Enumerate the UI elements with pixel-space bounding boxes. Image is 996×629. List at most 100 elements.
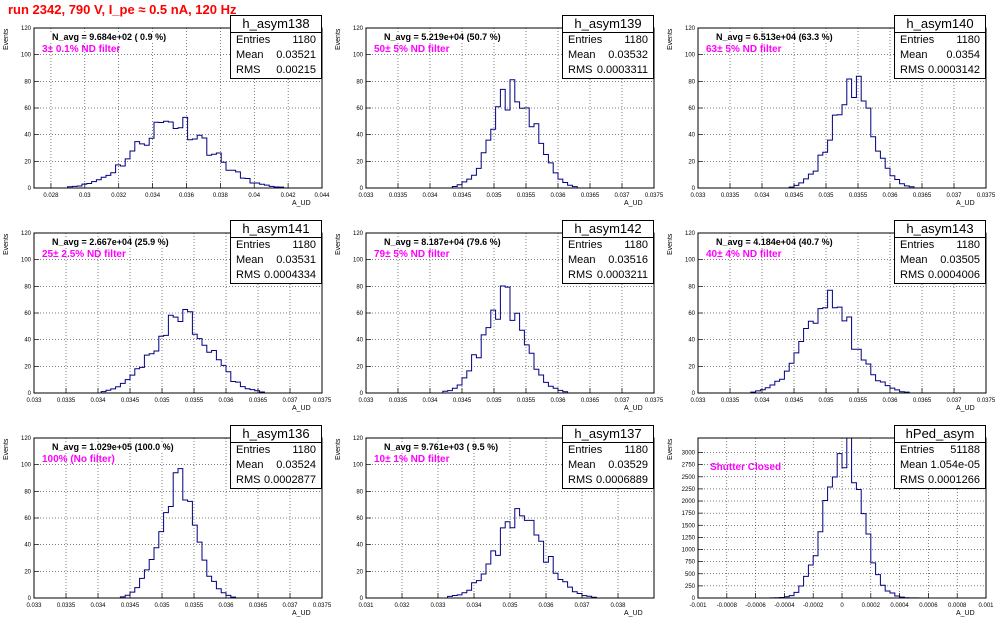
y-tick-label: 60 [24, 311, 31, 317]
x-tick-label: 0.033 [26, 398, 42, 404]
x-tick-label: 0.042 [281, 193, 297, 199]
x-tick-label: 0.034 [754, 398, 770, 404]
histogram-name: h_asym139 [563, 16, 653, 33]
x-tick-label: 0.0375 [977, 193, 996, 199]
stats-row: Entries 1180 [895, 33, 985, 48]
stats-key: Entries [900, 34, 935, 46]
stats-key: Mean [568, 254, 596, 266]
histogram-panel: 0.033 0.0335 0.034 0.0345 0.035 0.0355 0.036 0.… [664, 219, 996, 424]
y-tick-label: 750 [685, 560, 696, 566]
x-tick-label: 0.036 [550, 193, 566, 199]
y-tick-label: 80 [24, 489, 31, 495]
stats-key: Mean [236, 459, 264, 471]
x-tick-label: 0.038 [213, 193, 229, 199]
histogram-line [34, 309, 322, 394]
y-tick-label: 120 [21, 231, 32, 237]
stats-value: 0.0003142 [928, 64, 980, 76]
y-tick-label: 120 [685, 231, 696, 237]
x-tick-label: 0.037 [282, 603, 298, 609]
stats-box: h_asym141 Entries 1180 Mean 0.03531 RMS 0.0004… [230, 220, 322, 284]
stats-value: 1180 [956, 239, 980, 251]
y-tick-label: 40 [24, 543, 31, 549]
x-tick-label: 0.0365 [249, 398, 268, 404]
x-tick-label: 0.0365 [581, 398, 600, 404]
x-tick-label: 0.036 [179, 193, 195, 199]
x-tick-label: 0.0365 [913, 193, 932, 199]
stats-key: Mean [900, 254, 928, 266]
x-tick-label: 0.0375 [645, 193, 664, 199]
x-axis-title: A_UD [956, 200, 975, 207]
stats-row: Entries 1180 [895, 238, 985, 253]
y-tick-label: 120 [21, 26, 32, 32]
x-tick-label: 0.035 [154, 398, 170, 404]
y-tick-label: 60 [688, 311, 695, 317]
y-tick-label: 100 [21, 258, 32, 264]
stats-value: 0.0004334 [264, 269, 316, 281]
histogram-line [698, 75, 986, 189]
y-tick-label: 0 [360, 391, 364, 397]
y-tick-label: 80 [24, 284, 31, 290]
x-tick-label: 0.038 [610, 603, 626, 609]
stats-value: 0.03524 [276, 459, 316, 471]
y-axis-title: Events [667, 438, 674, 460]
x-tick-label: 0.036 [550, 398, 566, 404]
x-tick-label: 0.0355 [185, 398, 204, 404]
y-tick-label: 100 [21, 463, 32, 469]
x-tick-label: 0.044 [314, 193, 330, 199]
x-tick-label: 0.028 [43, 193, 59, 199]
x-tick-label: 0.0345 [453, 193, 472, 199]
x-tick-label: 0.033 [690, 193, 706, 199]
stats-value: 0.0001266 [928, 474, 980, 486]
y-tick-label: 0 [28, 596, 32, 602]
x-tick-label: 0.034 [466, 603, 482, 609]
stats-row: Mean 0.03531 [231, 253, 321, 268]
x-tick-label: 0.033 [690, 398, 706, 404]
stats-row: RMS 0.00215 [231, 63, 321, 78]
x-tick-label: 0.036 [218, 603, 234, 609]
x-axis-title: A_UD [624, 610, 643, 617]
x-tick-label: 0.035 [818, 193, 834, 199]
stats-key: RMS [236, 269, 261, 281]
x-tick-label: 0.0375 [313, 603, 332, 609]
y-tick-label: 120 [353, 436, 364, 442]
x-axis-title: A_UD [624, 200, 643, 207]
stats-row: Mean 1.054e-05 [895, 458, 985, 473]
x-tick-label: 0.0006 [919, 603, 938, 609]
stats-value: 0.03532 [608, 49, 648, 61]
y-tick-label: 120 [353, 231, 364, 237]
x-tick-label: 0.0365 [249, 603, 268, 609]
histogram-name: h_asym136 [231, 426, 321, 443]
filter-label: 10± 1% ND filter [374, 454, 450, 465]
x-tick-label: -0.0006 [745, 603, 766, 609]
x-tick-label: 0.0335 [721, 398, 740, 404]
stats-key: Entries [236, 34, 271, 46]
y-tick-label: 0 [28, 391, 32, 397]
y-tick-label: 1000 [682, 548, 696, 554]
stats-value: 1180 [624, 239, 648, 251]
y-tick-label: 80 [24, 79, 31, 85]
x-tick-label: 0.031 [358, 603, 374, 609]
x-tick-label: 0.034 [422, 193, 438, 199]
stats-row: RMS 0.0004334 [231, 268, 321, 283]
filter-label: 100% (No filter) [42, 454, 115, 465]
n-avg-label: N_avg = 4.184e+04 (40.7 %) [714, 237, 835, 247]
stats-box: h_asym139 Entries 1180 Mean 0.03532 RMS 0.0003… [562, 15, 654, 79]
y-tick-label: 40 [688, 338, 695, 344]
y-tick-label: 80 [356, 489, 363, 495]
y-tick-label: 20 [356, 569, 363, 575]
y-tick-label: 60 [356, 516, 363, 522]
y-tick-label: 100 [685, 53, 696, 59]
stats-value: 1.054e-05 [930, 459, 980, 471]
stats-box: h_asym136 Entries 1180 Mean 0.03524 RMS 0.0002… [230, 425, 322, 489]
y-tick-label: 0 [360, 186, 364, 192]
x-tick-label: 0.033 [430, 603, 446, 609]
histogram-plot: 0.033 0.0335 0.034 0.0345 0.035 0.0355 0.036 0.… [21, 231, 332, 404]
histogram-panel: 0.033 0.0335 0.034 0.0345 0.035 0.0355 0.036 0.… [332, 219, 664, 424]
stats-box: h_asym138 Entries 1180 Mean 0.03521 RMS 0.0021… [230, 15, 322, 79]
stats-value: 0.0003311 [596, 64, 648, 76]
y-tick-label: 20 [688, 364, 695, 370]
x-tick-label: 0.035 [154, 603, 170, 609]
stats-value: 0.03516 [608, 254, 648, 266]
x-tick-label: 0.037 [614, 398, 630, 404]
y-tick-label: 3000 [682, 451, 696, 457]
